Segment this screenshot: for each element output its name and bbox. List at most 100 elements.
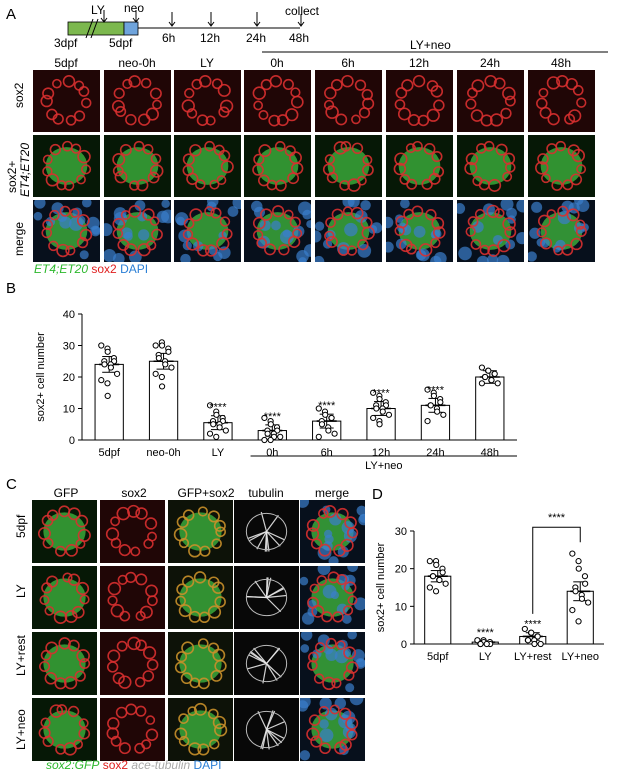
micrograph-c-r1-c4	[300, 566, 365, 629]
panel-a-row-sox2: sox2	[12, 82, 26, 108]
point-2-2	[528, 629, 535, 636]
point-5-2	[376, 395, 383, 403]
micrograph-a-merge-5	[386, 200, 453, 262]
chart-d: 0 10 20 30 sox2+ cell number 5dpf **** LY **** LY…	[375, 512, 604, 663]
micrograph-a-merge-1	[104, 200, 171, 262]
point-0-9	[442, 580, 449, 587]
bracket-label: ****	[548, 512, 566, 524]
point-5-9	[385, 411, 393, 418]
point-3-8	[578, 595, 586, 602]
panel-label-c: C	[6, 476, 17, 493]
point-6-6	[427, 402, 434, 409]
panel-a-row-merge: merge	[12, 221, 26, 256]
point-7-4	[491, 370, 498, 377]
y-tick-label-2: 20	[63, 372, 75, 384]
point-0-6	[101, 361, 108, 368]
point-0-9	[113, 370, 121, 377]
micrograph-c-r0-c4	[300, 500, 365, 563]
micrograph-c-r3-c3	[234, 698, 299, 761]
micrograph-c-r2-c3	[234, 632, 299, 695]
timeline-ly-label: LY	[91, 3, 105, 17]
point-1-2	[158, 342, 166, 349]
panel-a-col-5dpf: 5dpf	[54, 56, 78, 70]
panel-label-b: B	[6, 280, 17, 297]
micrograph-c-r2-c2	[168, 632, 233, 695]
panel-label-a: A	[6, 6, 17, 23]
micrograph-a-sox2-2	[174, 70, 241, 132]
point-1-12	[158, 383, 166, 390]
x-tick-label-4: 6h	[321, 447, 333, 459]
micrograph-a-sox2-7	[528, 70, 595, 132]
micrograph-a-sox2-et4et20-5	[386, 135, 453, 197]
point-7-0	[478, 364, 486, 371]
legend-c-dapi: DAPI	[193, 758, 222, 772]
micrograph-c-r0-c3	[234, 500, 299, 563]
panel-a-col-24h: 24h	[479, 56, 501, 70]
point-0-4	[439, 569, 446, 576]
point-0-6	[429, 573, 437, 580]
panel-a-col-0h: 0h	[270, 56, 284, 70]
point-4-0	[315, 405, 322, 412]
timeline-mid-label: 5dpf	[109, 36, 133, 50]
point-1-8	[162, 361, 169, 368]
panel-c-col-sox2: sox2	[121, 486, 147, 500]
micrograph-a-sox2-et4et20-2	[174, 135, 241, 197]
panel-a-col-6h: 6h	[341, 56, 355, 70]
panel-a-col-ly: LY	[200, 56, 214, 70]
point-3-3	[581, 573, 589, 580]
micrograph-a-sox2-0	[33, 70, 100, 132]
x-tick-label-1: LY	[479, 651, 492, 663]
y-tick-label-3: 30	[63, 341, 75, 353]
micrograph-c-r2-c1	[100, 632, 165, 695]
point-0-0	[426, 558, 433, 565]
panel-a-row-sox2plus: sox2+	[5, 160, 19, 193]
point-0-8	[107, 364, 114, 371]
micrograph-c-r0-c0	[32, 500, 97, 563]
x-tick-label-5: 12h	[372, 447, 390, 459]
point-3-10	[569, 607, 576, 614]
point-2-2	[213, 411, 220, 418]
point-3-11	[575, 618, 582, 625]
timeline-arrows	[100, 10, 305, 27]
panel-c-legend: sox2:GFP sox2 ace-tubulin DAPI	[46, 758, 221, 772]
treatment-label: LY+neo	[410, 38, 451, 52]
micrograph-a-sox2-et4et20-7	[528, 135, 595, 197]
panel-a-row-et4et20: ET4;ET20	[18, 142, 32, 197]
legend-et4et20: ET4;ET20	[34, 262, 89, 276]
micrograph-a-merge-2	[174, 200, 241, 262]
timeline-collect-label: collect	[285, 4, 320, 18]
point-5-6	[373, 405, 380, 412]
panel-c-col-merge: merge	[314, 486, 349, 500]
point-7-8	[488, 377, 495, 384]
bar-7	[475, 376, 505, 441]
point-6-2	[430, 392, 438, 400]
point-6-4	[437, 399, 444, 406]
point-3-4	[582, 580, 589, 587]
point-7-2	[485, 367, 492, 374]
point-3-11	[267, 436, 274, 444]
significance-2: ****	[524, 619, 542, 631]
y-tick-label-0: 0	[401, 639, 407, 651]
point-3-9	[277, 433, 284, 440]
point-4-8	[325, 427, 332, 434]
chart-b: 0 10 20 30 40 sox2+ cell number 5dpf neo-0h ****…	[35, 309, 517, 472]
point-7-6	[482, 373, 489, 381]
point-0-0	[98, 342, 105, 349]
legend-sox2gfp: sox2:GFP	[46, 758, 100, 772]
point-2-9	[537, 640, 544, 648]
micrograph-a-sox2-6	[457, 70, 524, 132]
x-tick-label-0: 5dpf	[98, 447, 120, 459]
point-4-6	[318, 421, 326, 428]
point-7-10	[478, 380, 486, 387]
micrograph-a-merge-3	[244, 200, 311, 262]
x-tick-label-2: LY	[212, 447, 225, 459]
micrograph-a-merge-6	[457, 200, 524, 262]
point-6-9	[440, 411, 447, 418]
micrograph-c-r0-c2	[168, 500, 233, 563]
micrograph-a-merge-0	[33, 200, 100, 262]
point-0-10	[98, 377, 105, 384]
point-0-11	[104, 380, 111, 387]
point-1-9	[168, 364, 175, 371]
panel-c-col-tubulin: tubulin	[248, 486, 284, 500]
panel-a-col-48h: 48h	[550, 56, 572, 70]
